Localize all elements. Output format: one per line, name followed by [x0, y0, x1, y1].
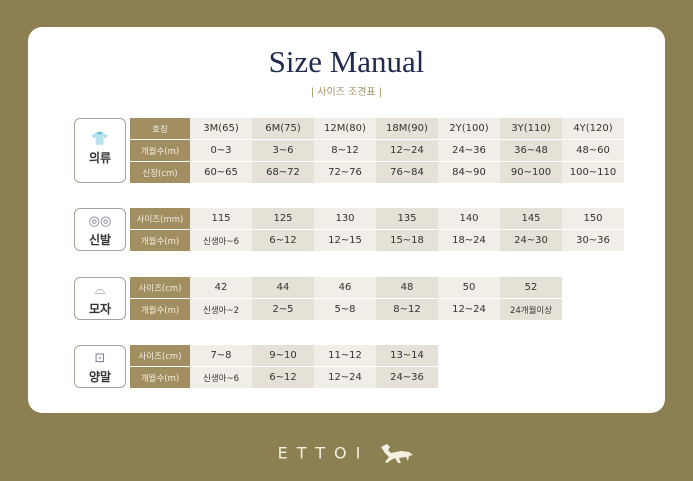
table-cell: 11~12: [314, 345, 376, 366]
table-cell: 76~84: [376, 162, 438, 183]
table-cell: 2Y(100): [438, 118, 500, 139]
category-badge: ⌓ 모자: [74, 277, 126, 320]
row-header: 사이즈(mm): [130, 208, 190, 229]
table-cell: 15~18: [376, 230, 438, 251]
socks-icon: ⊡: [94, 351, 106, 366]
table-cell: 46: [314, 277, 376, 298]
table-cell: 12~24: [438, 299, 500, 320]
table-row: 개월수(m) 0~3 3~6 8~12 12~24 24~36 36~48 48~60: [130, 140, 624, 162]
table-row: 개월수(m) 신생아~6 6~12 12~24 24~36: [130, 367, 438, 388]
table-cell: 3M(65): [190, 118, 252, 139]
table-cell: 9~10: [252, 345, 314, 366]
table-cell: 3Y(110): [500, 118, 562, 139]
size-table: 사이즈(mm) 115 125 130 135 140 145 150 개월수(m) 신생아~6 6…: [130, 208, 624, 251]
table-row: 개월수(m) 신생아~6 6~12 12~15 15~18 18~24 24~30 30~36: [130, 230, 624, 251]
size-table: 사이즈(cm) 7~8 9~10 11~12 13~14 개월수(m) 신생아~6 6~12 1…: [130, 345, 438, 388]
table-cell: 50: [438, 277, 500, 298]
table-cell: 44: [252, 277, 314, 298]
row-header: 호칭: [130, 118, 190, 139]
category-badge: ⊡ 양말: [74, 345, 126, 388]
table-cell: 0~3: [190, 140, 252, 161]
table-cell: 8~12: [376, 299, 438, 320]
row-header: 개월수(m): [130, 299, 190, 320]
row-header: 개월수(m): [130, 367, 190, 388]
horse-icon: [381, 444, 414, 463]
table-cell: 신생아~6: [190, 230, 252, 251]
page-subtitle: | 사이즈 조견표 |: [310, 87, 383, 98]
table-cell: 115: [190, 208, 252, 229]
table-cell: 24~30: [500, 230, 562, 251]
table-cell: 90~100: [500, 162, 562, 183]
table-row: 개월수(m) 신생아~2 2~5 5~8 8~12 12~24 24개월이상: [130, 299, 562, 320]
table-cell: 68~72: [252, 162, 314, 183]
table-row: 신장(cm) 60~65 68~72 72~76 76~84 84~90 90~100 100…: [130, 162, 624, 183]
category-name: 모자: [88, 302, 112, 316]
table-cell: 18~24: [438, 230, 500, 251]
category-badge: ◎◎ 신발: [74, 208, 126, 251]
table-cell: 48: [376, 277, 438, 298]
table-cell: 7~8: [190, 345, 252, 366]
page-title: Size Manual: [268, 44, 425, 79]
table-cell: 135: [376, 208, 438, 229]
table-cell: 12~24: [314, 367, 376, 388]
table-cell: 6M(75): [252, 118, 314, 139]
table-row: 사이즈(cm) 42 44 46 48 50 52: [130, 277, 562, 299]
table-cell: 18M(90): [376, 118, 438, 139]
table-cell: 84~90: [438, 162, 500, 183]
row-header: 사이즈(cm): [130, 277, 190, 298]
table-cell: 4Y(120): [562, 118, 624, 139]
bodysuit-icon: 👕: [91, 132, 109, 147]
table-cell: 72~76: [314, 162, 376, 183]
table-cell: 125: [252, 208, 314, 229]
category-name: 양말: [88, 370, 112, 384]
table-row: 사이즈(cm) 7~8 9~10 11~12 13~14: [130, 345, 438, 367]
table-row: 호칭 3M(65) 6M(75) 12M(80) 18M(90) 2Y(100) 3Y(11…: [130, 118, 624, 140]
table-cell: 6~12: [252, 367, 314, 388]
table-cell: 100~110: [562, 162, 624, 183]
size-table: 호칭 3M(65) 6M(75) 12M(80) 18M(90) 2Y(100) 3Y(11…: [130, 118, 624, 183]
category-name: 신발: [88, 233, 112, 247]
row-header: 신장(cm): [130, 162, 190, 183]
table-cell: 24~36: [438, 140, 500, 161]
table-cell: 8~12: [314, 140, 376, 161]
row-header: 개월수(m): [130, 140, 190, 161]
category-badge: 👕 의류: [74, 118, 126, 183]
table-cell: 48~60: [562, 140, 624, 161]
table-row: 사이즈(mm) 115 125 130 135 140 145 150: [130, 208, 624, 230]
table-cell: 신생아~2: [190, 299, 252, 320]
table-cell: 145: [500, 208, 562, 229]
table-cell: 3~6: [252, 140, 314, 161]
table-cell: 신생아~6: [190, 367, 252, 388]
table-cell: 12~15: [314, 230, 376, 251]
table-cell: 42: [190, 277, 252, 298]
table-cell: 6~12: [252, 230, 314, 251]
table-cell: 2~5: [252, 299, 314, 320]
table-cell: 5~8: [314, 299, 376, 320]
table-cell: 13~14: [376, 345, 438, 366]
table-cell: 52: [500, 277, 562, 298]
brand-name: ETTOI: [277, 443, 370, 463]
table-cell: 60~65: [190, 162, 252, 183]
cap-icon: ⌓: [94, 283, 106, 298]
table-cell: 24~36: [376, 367, 438, 388]
brand-logo: ETTOI: [0, 443, 693, 465]
shoes-icon: ◎◎: [88, 214, 112, 229]
table-cell: 150: [562, 208, 624, 229]
table-cell: 12M(80): [314, 118, 376, 139]
table-cell: 24개월이상: [500, 299, 562, 320]
table-cell: 130: [314, 208, 376, 229]
table-cell: 36~48: [500, 140, 562, 161]
row-header: 개월수(m): [130, 230, 190, 251]
row-header: 사이즈(cm): [130, 345, 190, 366]
table-cell: 12~24: [376, 140, 438, 161]
size-table: 사이즈(cm) 42 44 46 48 50 52 개월수(m) 신생아~2 2~5 5~8 8~12…: [130, 277, 562, 320]
category-name: 의류: [88, 151, 112, 165]
table-cell: 30~36: [562, 230, 624, 251]
table-cell: 140: [438, 208, 500, 229]
